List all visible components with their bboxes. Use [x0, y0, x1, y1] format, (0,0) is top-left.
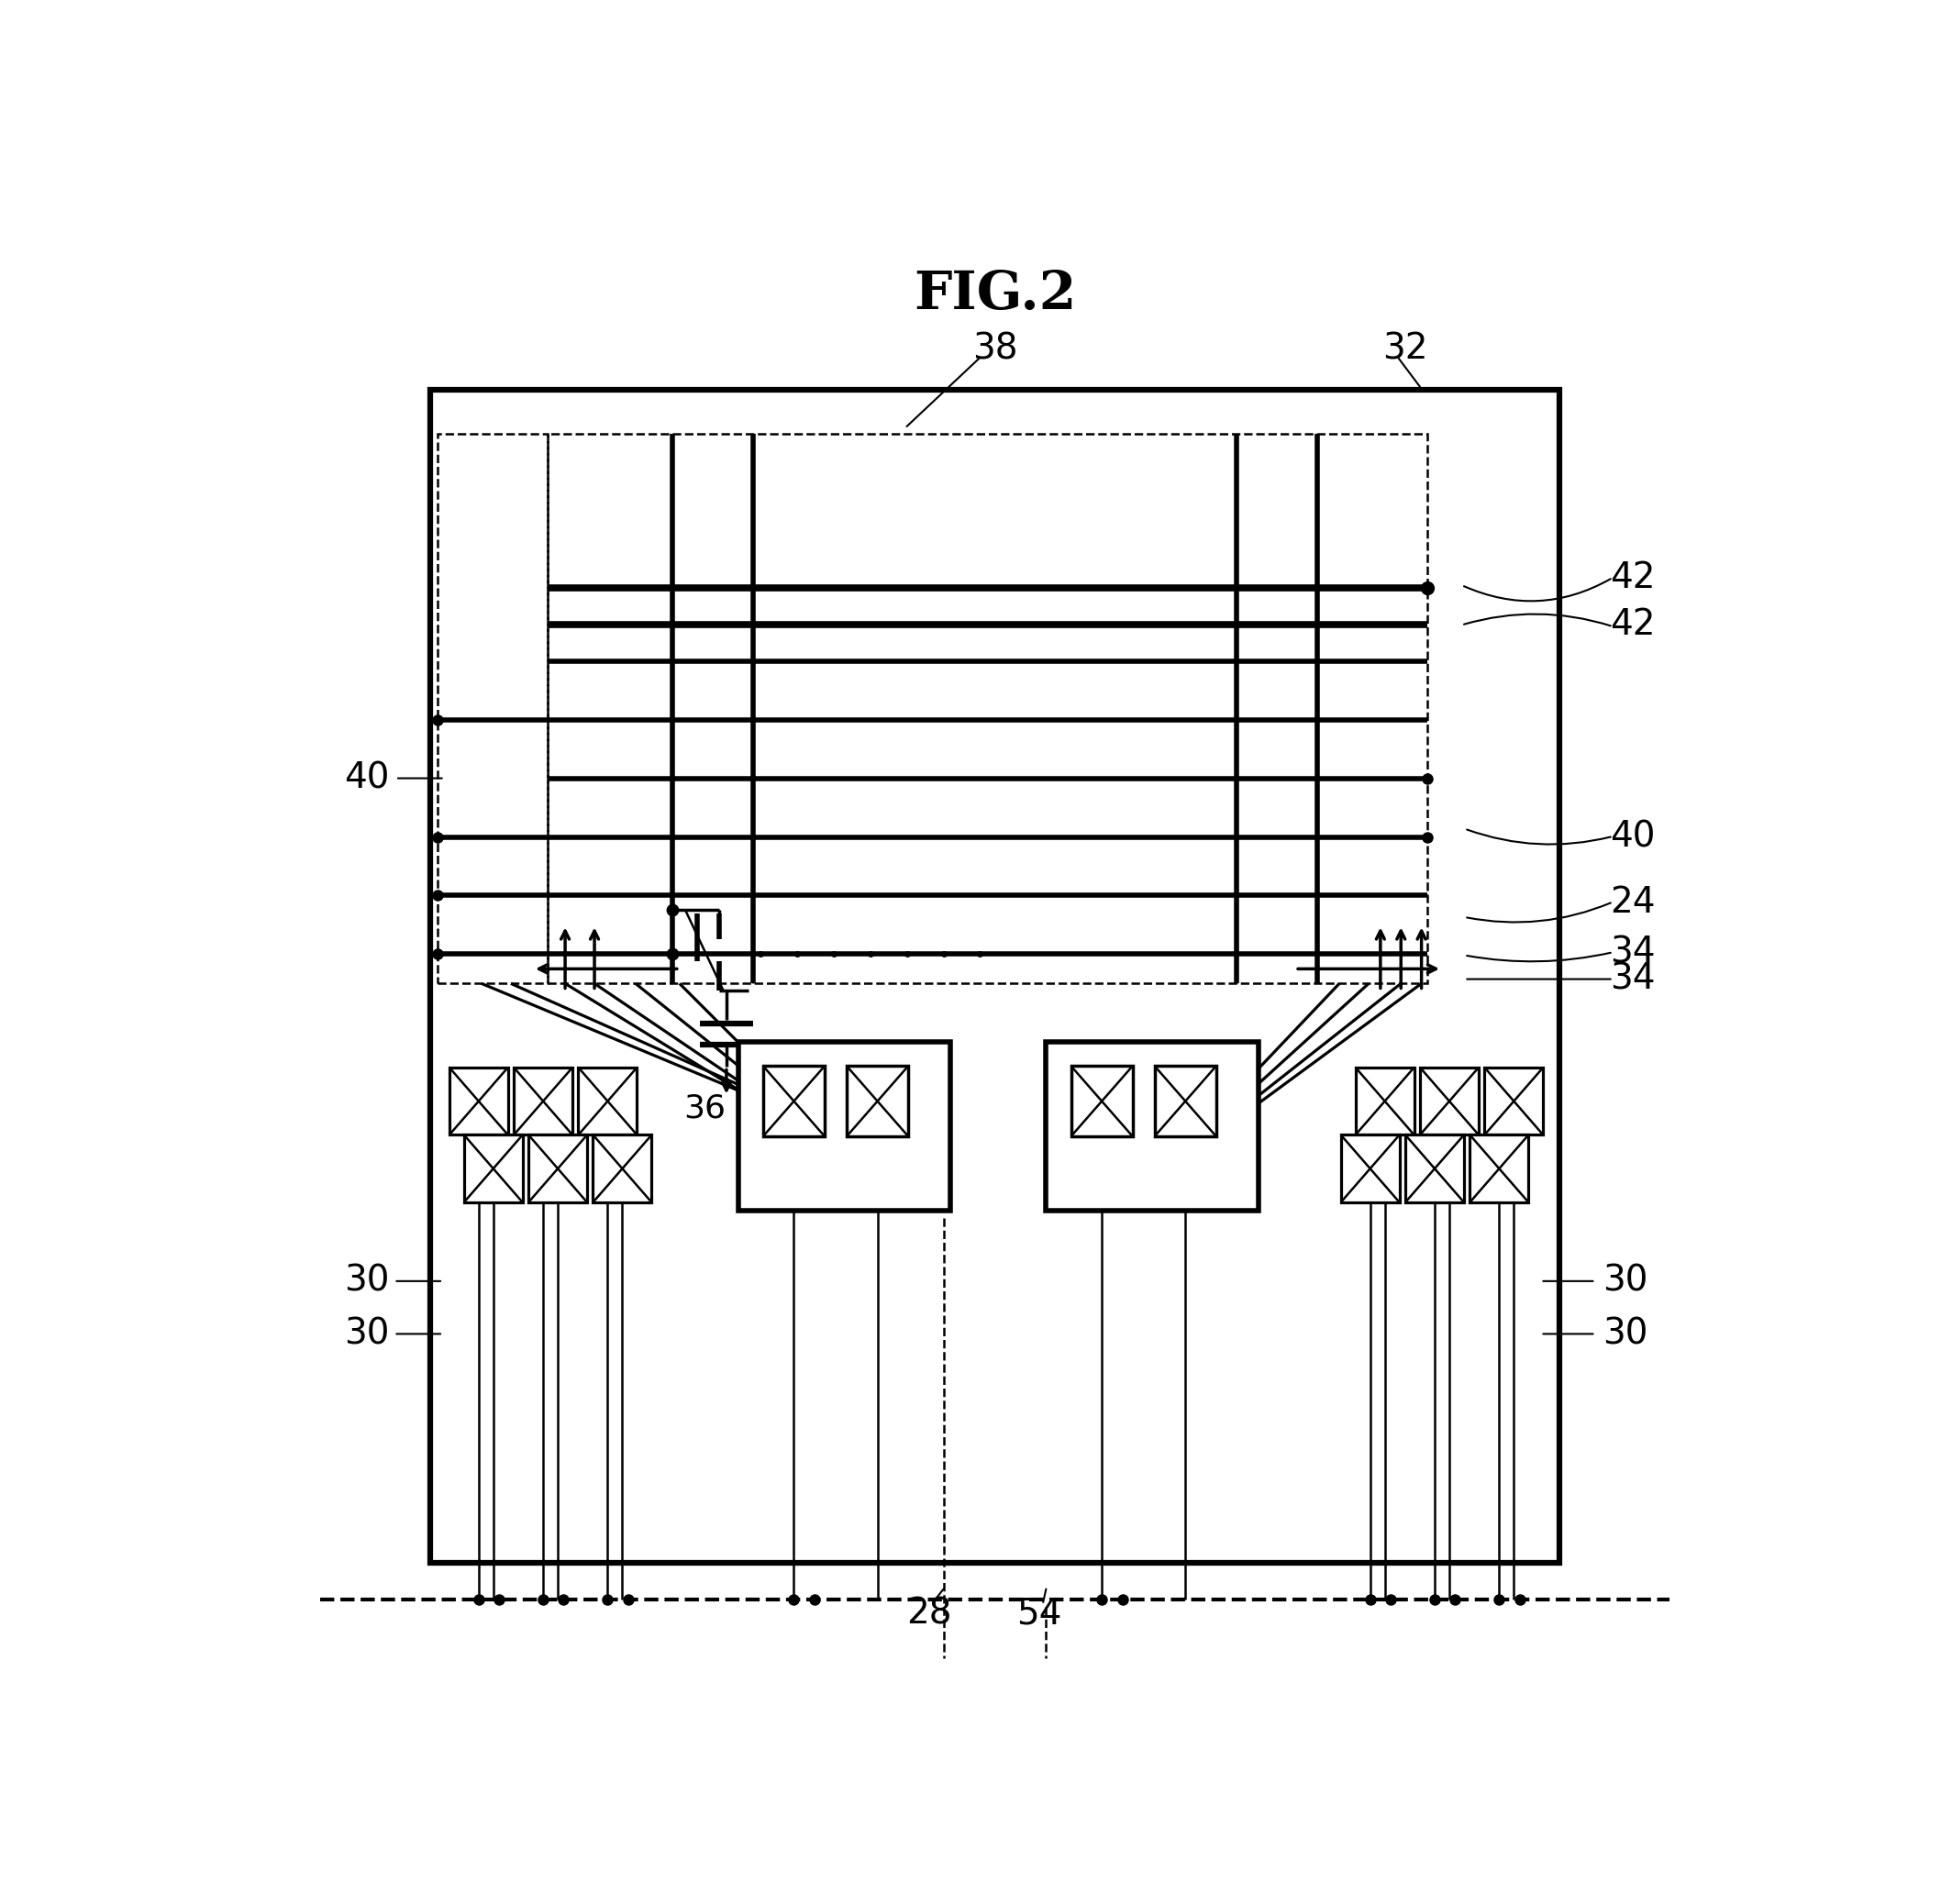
Bar [514, 1068, 573, 1135]
Bar [738, 1041, 951, 1211]
Text: 30: 30 [344, 1316, 390, 1352]
Text: 54: 54 [1015, 1596, 1062, 1632]
Text: 30: 30 [1603, 1316, 1648, 1352]
Bar [1485, 1068, 1543, 1135]
Text: 42: 42 [1609, 607, 1656, 642]
Bar [1355, 1068, 1415, 1135]
Text: 24: 24 [1609, 885, 1656, 920]
Bar [528, 1135, 586, 1201]
Text: 34: 34 [1609, 935, 1656, 971]
Bar [1155, 1066, 1217, 1137]
Bar [464, 1135, 522, 1201]
Text: 36: 36 [683, 1093, 726, 1123]
Text: 38: 38 [972, 331, 1017, 366]
Text: 30: 30 [344, 1264, 390, 1299]
Text: FIG.2: FIG.2 [914, 268, 1075, 320]
Bar [1071, 1066, 1134, 1137]
Bar [578, 1068, 637, 1135]
Bar [1341, 1135, 1399, 1201]
Bar [437, 434, 547, 984]
Bar [431, 390, 1559, 1563]
Bar [763, 1066, 825, 1137]
Bar [1469, 1135, 1528, 1201]
Bar [1421, 1068, 1479, 1135]
Bar [594, 1135, 652, 1201]
Text: 40: 40 [344, 762, 390, 796]
Bar [1046, 1041, 1258, 1211]
Bar [448, 1068, 509, 1135]
Bar [1405, 1135, 1464, 1201]
Text: 42: 42 [1609, 560, 1656, 594]
Text: 32: 32 [1382, 331, 1429, 366]
Bar [846, 1066, 908, 1137]
Text: 30: 30 [1603, 1264, 1648, 1299]
Text: 34: 34 [1609, 962, 1656, 996]
Text: 28: 28 [906, 1596, 951, 1632]
Text: 40: 40 [1609, 819, 1656, 855]
Bar [547, 434, 1427, 984]
